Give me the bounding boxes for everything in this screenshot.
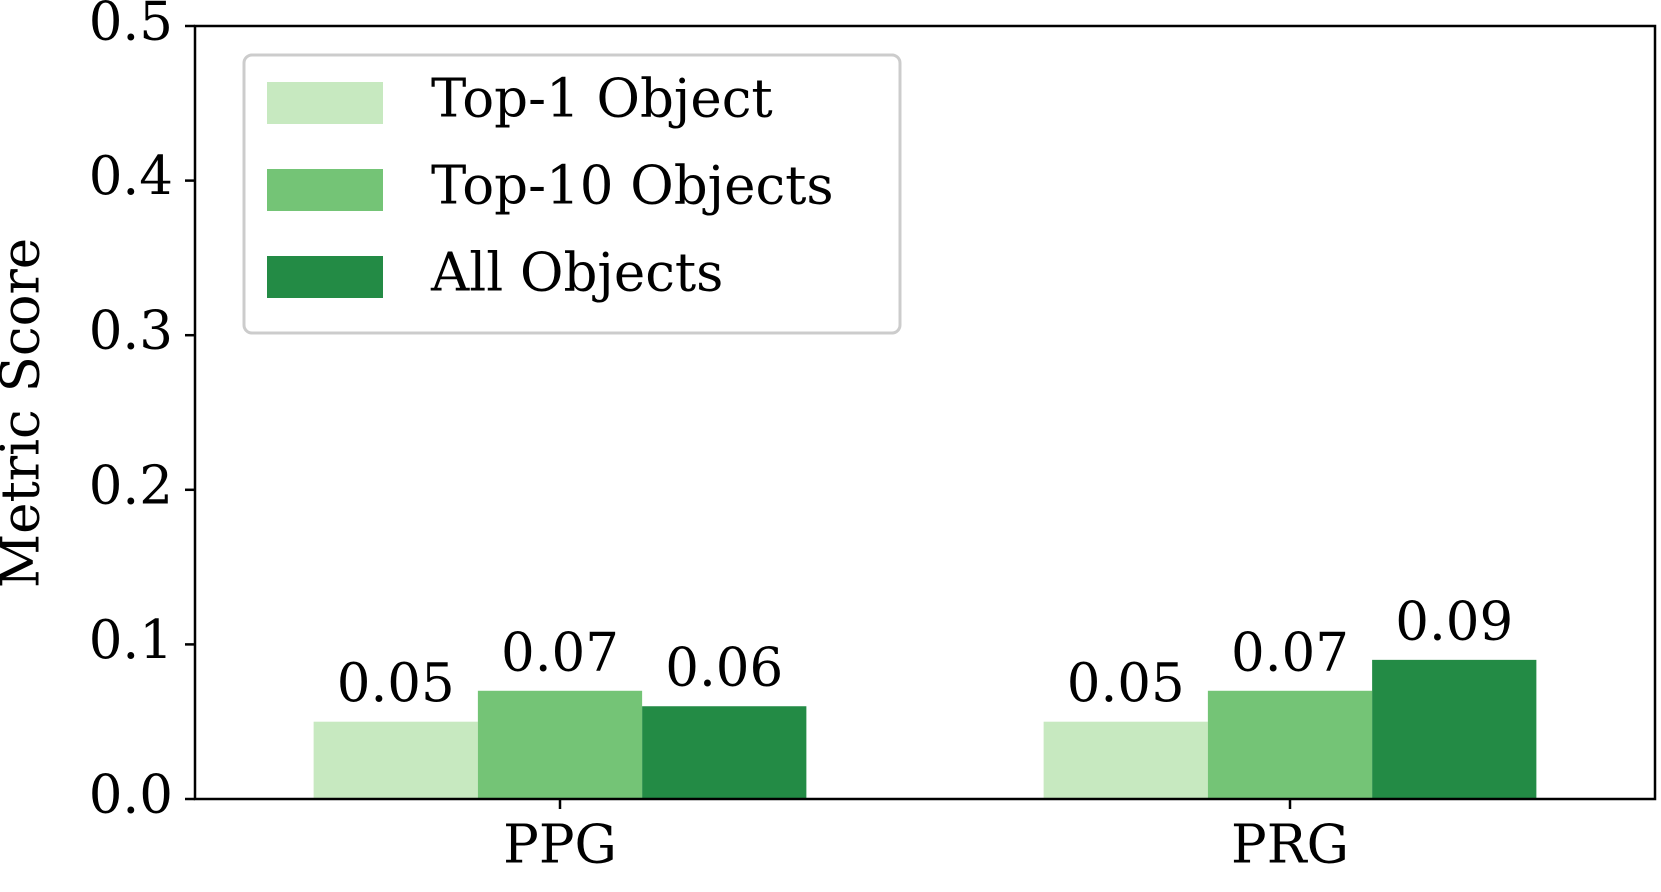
data-label: 0.05: [1067, 653, 1185, 714]
y-tick-label: 0.2: [89, 455, 173, 516]
plot-frame: [193, 24, 1657, 801]
legend-label: Top-10 Objects: [431, 156, 834, 217]
legend-box: [242, 53, 902, 335]
y-tick-label: 0.3: [89, 301, 173, 362]
x-tick-label: PPG: [503, 815, 617, 876]
y-tick-label: 0.1: [89, 610, 173, 671]
y-tick-label: 0.0: [89, 765, 173, 826]
data-label: 0.07: [501, 622, 619, 683]
y-axis-label: Metric Score: [0, 238, 52, 588]
data-label: 0.05: [337, 653, 455, 714]
legend-swatch: [267, 256, 383, 298]
bar: [1043, 721, 1208, 799]
legend-swatch: [267, 82, 383, 124]
bar: [477, 690, 643, 799]
legend-swatch: [267, 169, 383, 211]
legend-label: All Objects: [430, 243, 723, 304]
data-label: 0.07: [1231, 622, 1349, 683]
data-label: 0.09: [1395, 591, 1513, 652]
x-tick-label: PRG: [1231, 815, 1349, 876]
y-tick-label: 0.5: [89, 0, 173, 53]
data-label: 0.06: [665, 638, 783, 699]
legend-label: Top-1 Object: [431, 69, 773, 130]
bar: [1207, 690, 1373, 799]
bar: [642, 706, 807, 799]
bar: [1372, 659, 1537, 799]
bar: [313, 721, 478, 799]
y-tick-label: 0.4: [89, 146, 173, 207]
